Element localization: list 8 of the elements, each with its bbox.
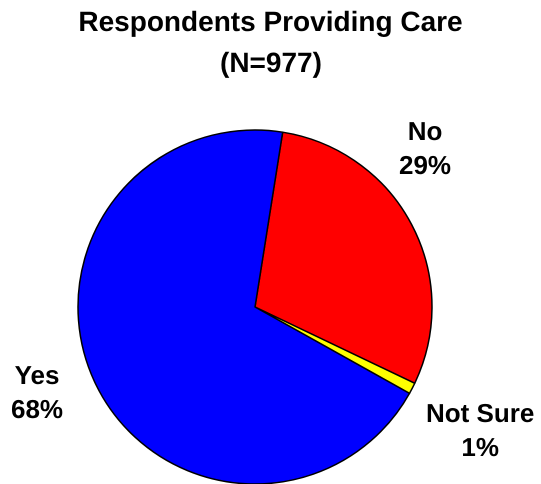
data-label: 68% <box>11 394 64 424</box>
data-label: 29% <box>399 150 452 180</box>
slice-label: Not Sure <box>426 398 534 428</box>
chart-title: Respondents Providing Care <box>78 6 463 37</box>
slice-label: No <box>408 116 442 146</box>
chart-subtitle: (N=977) <box>220 47 322 78</box>
slice-label: Yes <box>14 360 60 390</box>
data-label: 1% <box>461 432 499 462</box>
